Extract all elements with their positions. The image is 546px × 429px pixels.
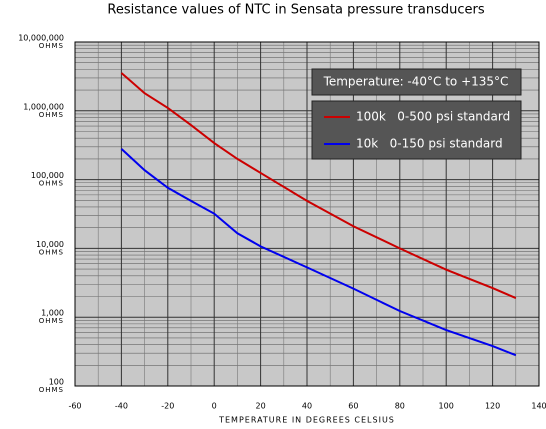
y-tick-label: 10,000,000	[18, 34, 64, 43]
x-tick-label: 0	[212, 402, 217, 411]
x-tick-label: 120	[485, 402, 500, 411]
y-unit-label: OHMS	[39, 386, 64, 394]
x-tick-label: -60	[68, 402, 81, 411]
y-tick-label: 10,000	[36, 240, 64, 249]
x-tick-label: 20	[256, 402, 266, 411]
x-tick-label: 60	[348, 402, 358, 411]
plot-border	[74, 41, 540, 387]
x-tick-label: 80	[395, 402, 405, 411]
series-line	[120, 72, 517, 299]
series-line	[120, 148, 517, 357]
y-tick-label: 100,000	[31, 171, 64, 180]
chart-title: Resistance values of NTC in Sensata pres…	[107, 3, 484, 18]
x-tick-label: -40	[115, 402, 128, 411]
x-axis-label: TEMPERATURE IN DEGREES CELSIUS	[218, 416, 395, 425]
y-unit-label: OHMS	[39, 111, 64, 119]
legend-box	[311, 100, 522, 160]
annotation-box	[311, 68, 522, 96]
legend-label: 100k 0-500 psi standard	[356, 110, 510, 124]
x-tick-label: 140	[531, 402, 546, 411]
y-unit-label: OHMS	[39, 317, 64, 325]
x-tick-label: -20	[161, 402, 174, 411]
y-tick-label: 1,000	[41, 309, 64, 318]
y-unit-label: OHMS	[39, 248, 64, 256]
y-tick-label: 1,000,000	[23, 102, 64, 111]
legend-label: 10k 0-150 psi standard	[356, 137, 503, 151]
annotation: Temperature: -40°C to +135°C	[323, 75, 509, 89]
y-unit-label: OHMS	[39, 180, 64, 188]
y-tick-label: 100	[49, 378, 64, 387]
y-unit-label: OHMS	[39, 42, 64, 50]
x-tick-label: 40	[302, 402, 312, 411]
x-tick-label: 100	[439, 402, 454, 411]
